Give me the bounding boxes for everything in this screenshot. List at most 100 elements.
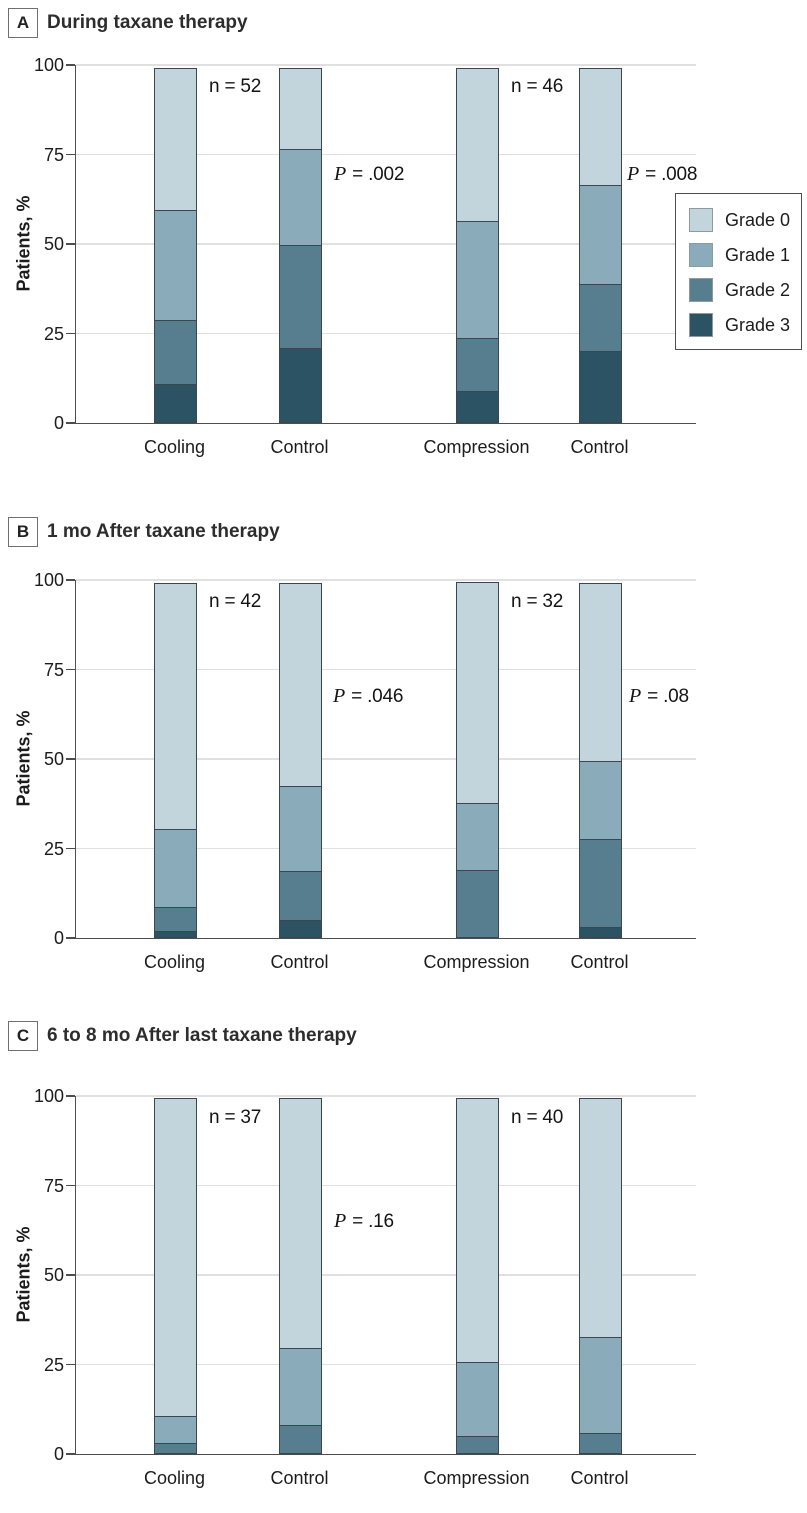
bar-segment-grade1 <box>279 786 322 872</box>
y-axis-tick <box>66 579 75 581</box>
y-axis-tick <box>66 243 75 245</box>
y-tick-label: 100 <box>33 1086 64 1106</box>
grid-line <box>76 64 696 66</box>
panel-a: A During taxane therapy Patients, % 100 75 50… <box>0 0 807 505</box>
bar-segment-grade2 <box>579 284 622 353</box>
bar-segment-grade2 <box>279 871 322 922</box>
bar-segment-grade0 <box>279 68 322 151</box>
bar-compression-3 <box>456 1096 499 1454</box>
x-tick-label: Control <box>570 437 629 457</box>
p-value-annotation: P = .16 <box>334 1210 394 1232</box>
bar-control-4 <box>579 580 622 938</box>
bar-segment-grade0 <box>279 583 322 788</box>
bar-segment-grade0 <box>154 1098 197 1417</box>
grid-line <box>76 758 696 760</box>
bar-segment-grade1 <box>279 1347 322 1427</box>
plot-area <box>75 579 696 939</box>
bar-segment-grade3 <box>579 927 622 938</box>
bar-segment-grade1 <box>579 1336 622 1434</box>
legend-label: Grade 1 <box>725 244 791 265</box>
y-tick-label: 25 <box>43 838 64 859</box>
panel-title: 1 mo After taxane therapy <box>47 521 280 542</box>
panel-title: 6 to 8 mo After last taxane therapy <box>47 1025 357 1046</box>
bar-segment-grade3 <box>579 351 622 423</box>
bar-control-2 <box>279 580 322 938</box>
x-tick-label: Cooling <box>143 952 206 972</box>
y-axis-tick <box>66 332 75 335</box>
n-annotation: n = 37 <box>209 1107 262 1128</box>
bar-segment-grade0 <box>579 68 622 187</box>
y-axis-tick <box>66 1095 75 1097</box>
bar-segment-grade1 <box>279 149 322 247</box>
y-axis-tick <box>66 668 75 671</box>
bar-segment-grade3 <box>279 347 322 423</box>
y-tick-label: 0 <box>53 413 64 433</box>
bar-segment-grade3 <box>154 930 197 938</box>
grid-line <box>76 243 696 245</box>
y-tick-label: 50 <box>43 749 64 769</box>
y-axis-tick <box>66 1274 75 1276</box>
y-tick-label: 25 <box>43 323 64 344</box>
bar-cooling-1 <box>154 580 197 938</box>
bar-segment-grade0 <box>456 1098 499 1363</box>
x-tick-label: Compression <box>423 1468 530 1488</box>
bar-segment-grade1 <box>579 761 622 840</box>
legend-swatch-grade3 <box>689 313 713 337</box>
y-tick-label: 75 <box>43 659 64 680</box>
legend: Grade 0 Grade 1 Grade 2 Grade 3 <box>675 193 802 350</box>
grid-line <box>76 847 696 850</box>
legend-item: Grade 0 <box>689 208 790 232</box>
bar-cooling-1 <box>154 65 197 423</box>
grid-line <box>76 153 696 156</box>
y-tick-label: 75 <box>43 144 64 165</box>
bar-control-2 <box>279 65 322 423</box>
y-axis-tick <box>66 153 75 156</box>
panel-letter-box: B <box>8 517 38 547</box>
y-axis-tick <box>66 1363 75 1366</box>
grid-line <box>76 1274 696 1276</box>
grid-line <box>76 1184 696 1187</box>
y-axis-tick <box>66 422 75 424</box>
p-value-annotation: P = .002 <box>334 163 405 185</box>
x-tick-label: Control <box>570 952 629 972</box>
n-annotation: n = 32 <box>511 591 564 612</box>
bar-segment-grade1 <box>456 1361 499 1438</box>
y-axis-tick <box>66 1453 75 1455</box>
legend-item: Grade 3 <box>689 313 790 337</box>
n-annotation: n = 42 <box>209 591 262 612</box>
grid-line <box>76 1095 696 1097</box>
y-tick-label: 100 <box>33 570 64 590</box>
grid-line <box>76 579 696 581</box>
grid-line <box>76 332 696 335</box>
bar-segment-grade0 <box>154 68 197 212</box>
x-tick-label: Cooling <box>143 437 206 457</box>
plot-area <box>75 1095 696 1455</box>
panel-letter-box: C <box>8 1021 38 1051</box>
bar-segment-grade2 <box>456 869 499 938</box>
bar-segment-grade2 <box>154 1443 197 1454</box>
y-tick-label: 50 <box>43 1265 64 1285</box>
y-axis-tick <box>66 1184 75 1187</box>
bar-segment-grade1 <box>154 1415 197 1445</box>
y-axis-tick <box>66 758 75 760</box>
bar-segment-grade2 <box>154 906 197 932</box>
bar-segment-grade0 <box>154 583 197 831</box>
x-tick-label: Control <box>270 1468 329 1488</box>
bar-control-4 <box>579 65 622 423</box>
bar-segment-grade1 <box>579 185 622 286</box>
bar-segment-grade2 <box>456 1436 499 1454</box>
p-value-annotation: P = .008 <box>627 163 698 185</box>
bar-segment-grade3 <box>154 383 197 423</box>
grid-line <box>76 668 696 671</box>
bar-segment-grade2 <box>154 320 197 385</box>
bar-segment-grade3 <box>456 390 499 423</box>
p-value-annotation: P = .046 <box>333 685 404 707</box>
bar-segment-grade2 <box>279 245 322 349</box>
y-tick-label: 0 <box>53 928 64 948</box>
y-axis-tick <box>66 64 75 66</box>
bar-segment-grade0 <box>579 1098 622 1338</box>
bar-segment-grade2 <box>579 838 622 929</box>
legend-item: Grade 1 <box>689 243 790 267</box>
